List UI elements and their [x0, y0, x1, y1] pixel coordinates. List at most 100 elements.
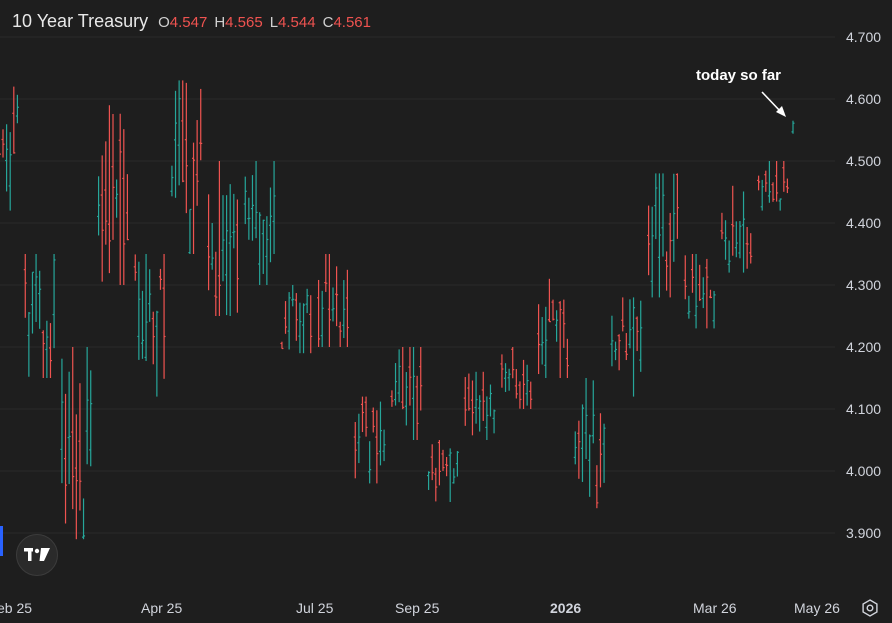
ohlc-bar [529, 381, 533, 409]
ohlc-bar [254, 161, 258, 239]
ohlc-bar [584, 378, 588, 460]
ohlc-bar [624, 333, 628, 361]
ohlc-bar [217, 161, 221, 316]
ohlc-bar [412, 347, 416, 440]
ohlc-bar [30, 271, 34, 334]
ohlc-bar [734, 221, 738, 258]
ohlc-bar [537, 304, 541, 375]
x-tick-label: Sep 25 [395, 600, 440, 616]
ohlc-bar [525, 364, 529, 406]
ohlc-bar [67, 371, 71, 485]
y-tick-label: 4.400 [846, 215, 881, 231]
ohlc-bar [225, 195, 229, 316]
ohlc-bar [635, 316, 639, 352]
ohlc-bar [155, 310, 159, 397]
ohlc-bar [15, 94, 19, 124]
ohlc-bar [64, 393, 68, 524]
ohlc-bar [140, 290, 144, 359]
ohlc-bar [544, 306, 548, 378]
annotation-text: today so far [696, 67, 782, 84]
close-label: C [322, 14, 334, 31]
ohlc-bar [214, 251, 218, 316]
ohlc-bar [122, 129, 126, 285]
ohlc-bar [243, 176, 247, 225]
ohlc-bar [137, 261, 141, 360]
ohlc-bar [504, 363, 508, 392]
y-tick-label: 3.900 [846, 525, 881, 541]
ohlc-bar [639, 300, 643, 372]
ohlc-bar [390, 390, 394, 407]
ohlc-bar [415, 375, 419, 440]
ohlc-bar [470, 380, 474, 436]
ohlc-bar [305, 288, 309, 314]
ohlc-bar [284, 301, 288, 334]
tradingview-logo-icon[interactable] [16, 534, 58, 576]
ohlc-bar [745, 226, 749, 269]
ohlc-bar [247, 197, 251, 240]
ohlc-bar [287, 292, 291, 350]
ohlc-bar [401, 347, 405, 410]
ohlc-bar [324, 254, 328, 292]
ohlc-bar [97, 176, 101, 236]
x-axis: eb 25 Apr 25 Jul 25 Sep 25 2026 Mar 26 May 26 [0, 600, 840, 616]
ohlc-bar [345, 269, 349, 347]
ohlc-bar [302, 303, 306, 354]
ohlc-bar [210, 223, 214, 270]
ohlc-bar [184, 82, 188, 214]
ohlc-bar [647, 205, 651, 276]
ohlc-bar [727, 240, 731, 273]
ohlc-bar [74, 414, 78, 540]
ohlc-bar [291, 285, 295, 307]
ohlc-bar [731, 185, 735, 256]
ohlc-bar [272, 161, 276, 255]
ohlc-bar [221, 195, 225, 282]
ohlc-bar [580, 404, 584, 482]
ohlc-bar [104, 141, 108, 245]
settings-icon[interactable] [860, 598, 880, 618]
ohlc-bar [434, 467, 438, 502]
open-label: O [158, 14, 170, 31]
ohlc-bar [177, 80, 181, 186]
ohlc-bar [317, 279, 321, 347]
ohlc-bar [192, 142, 196, 254]
ohlc-bar [518, 381, 522, 409]
ohlc-bar [235, 199, 239, 313]
ohlc-bar [378, 401, 382, 466]
ohlc-bar [712, 290, 716, 329]
annotation-arrow [761, 91, 786, 117]
ohlc-bar [82, 498, 86, 540]
ohlc-bar [474, 371, 478, 424]
ohlc-bar [394, 363, 398, 406]
ohlc-bar [1, 129, 5, 158]
symbol-title[interactable]: 10 Year Treasury [12, 11, 149, 31]
ohlc-bar [778, 198, 782, 211]
ohlc-bar [133, 254, 137, 281]
ohlc-bar [455, 451, 459, 477]
ohlc-bar [85, 347, 89, 465]
x-tick-label: May 26 [794, 600, 840, 616]
ohlc-bar [144, 254, 148, 361]
y-tick-label: 4.600 [846, 91, 881, 107]
ohlc-bar [188, 208, 192, 254]
ohlc-bar [665, 251, 669, 291]
ohlc-bar [342, 280, 346, 339]
ohlc-bar [48, 323, 52, 378]
ohlc-bar [654, 173, 658, 240]
ohlc-bar [174, 90, 178, 198]
ohlc-bar [617, 334, 621, 371]
y-tick-label: 4.200 [846, 339, 881, 355]
ohlc-bar [672, 173, 676, 262]
ohlc-bar [562, 299, 566, 348]
y-axis: 4.700 4.600 4.500 4.400 4.300 4.200 4.100 4.000… [846, 29, 881, 541]
ohlc-bar [500, 354, 504, 388]
ohlc-bar [771, 182, 775, 202]
ohlc-bar [511, 347, 515, 379]
ohlc-bar [52, 254, 56, 349]
y-tick-label: 4.100 [846, 401, 881, 417]
left-edge-marker [0, 526, 3, 556]
ohlc-bar [614, 341, 618, 361]
x-tick-label: eb 25 [0, 600, 32, 616]
ohlc-bar [683, 255, 687, 300]
ohlc-bar [89, 370, 93, 467]
